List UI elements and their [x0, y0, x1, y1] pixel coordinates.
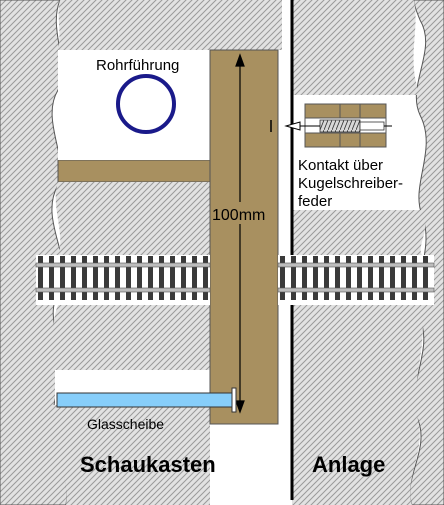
dimension-arrow: [235, 53, 245, 414]
track-sleeper: [49, 256, 54, 300]
hatch-bottom-left: [52, 305, 210, 370]
hatch-right-low: [292, 305, 423, 505]
track-sleeper: [324, 256, 329, 300]
track-sleeper: [181, 256, 186, 300]
track-sleeper: [203, 256, 208, 300]
track-sleeper: [346, 256, 351, 300]
track-sleeper: [423, 256, 428, 300]
track-sleeper: [302, 256, 307, 300]
board-vertical: [209, 49, 279, 425]
hatch-mid-band: [55, 182, 211, 255]
track-sleeper: [137, 256, 142, 300]
track-sleeper: [93, 256, 98, 300]
track-sleeper: [192, 256, 197, 300]
track-sleeper: [357, 256, 362, 300]
track-sleeper: [159, 256, 164, 300]
spring-icon: [319, 119, 361, 133]
hatch-top-left: [58, 0, 282, 50]
track-sleeper: [379, 256, 384, 300]
track-sleeper: [368, 256, 373, 300]
track-sleeper: [148, 256, 153, 300]
hatch-right-mid: [292, 210, 426, 255]
track-sleeper: [170, 256, 175, 300]
contact-assembly: [270, 103, 392, 148]
section-label-right: Anlage: [312, 452, 385, 477]
track-sleeper: [280, 256, 285, 300]
track-sleeper: [104, 256, 109, 300]
contact-label-line3: feder: [298, 193, 332, 210]
track-sleeper: [38, 256, 43, 300]
glass-pane: [56, 392, 233, 408]
track-sleeper: [412, 256, 417, 300]
pipe-label: Rohrführung: [96, 57, 179, 74]
hatch-bottom-band: [51, 405, 211, 505]
track-sleeper: [335, 256, 340, 300]
track-sleeper: [313, 256, 318, 300]
track-sleeper: [401, 256, 406, 300]
track-sleeper: [291, 256, 296, 300]
dimension-label: 100mm: [212, 207, 265, 224]
track-sleeper: [115, 256, 120, 300]
track-right: [277, 255, 435, 305]
track-sleeper: [71, 256, 76, 300]
section-label-left: Schaukasten: [80, 452, 216, 477]
track-sleeper: [126, 256, 131, 300]
track-sleeper: [390, 256, 395, 300]
hatch-right-top: [292, 0, 420, 95]
pipe-ring: [116, 74, 176, 134]
track-left: [35, 255, 211, 305]
contact-label-line1: Kontakt über: [298, 157, 383, 174]
contact-label-line2: Kugelschreiber-: [298, 175, 403, 192]
glass-label: Glasscheibe: [87, 416, 164, 432]
track-sleeper: [82, 256, 87, 300]
track-sleeper: [60, 256, 65, 300]
hatch-middle-left: [57, 159, 211, 183]
